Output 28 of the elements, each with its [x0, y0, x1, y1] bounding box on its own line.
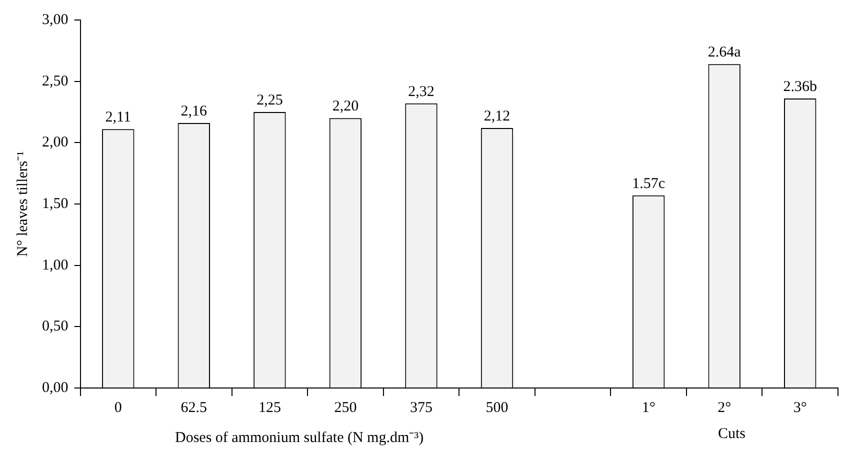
- x-tick-label: 125: [258, 400, 281, 416]
- data-label: 2,32: [408, 84, 434, 100]
- data-label: 2,11: [105, 110, 131, 126]
- data-label: 2,20: [332, 98, 359, 115]
- y-tick-label: 2,50: [42, 73, 68, 90]
- x-axis-title: Doses of ammonium sulfate (N mg.dm⁻³): [175, 429, 424, 447]
- y-tick-label: 3,00: [42, 12, 68, 28]
- data-label: 1.57c: [632, 176, 666, 192]
- data-label: 2,12: [484, 108, 510, 124]
- x-tick-label: 0: [114, 400, 122, 416]
- y-tick-label: 0,50: [42, 318, 68, 335]
- data-label: 2.36b: [783, 78, 817, 95]
- y-tick-label: 2,00: [42, 134, 68, 151]
- data-label: 2,16: [180, 103, 208, 120]
- x-tick-label: 375: [410, 400, 432, 416]
- x-tick-label: 2°: [718, 400, 732, 416]
- y-tick-label: 0,00: [42, 380, 68, 396]
- x-tick-label: 62.5: [180, 400, 208, 416]
- x-tick-label: 500: [486, 400, 508, 416]
- x-tick-label: 3°: [793, 400, 807, 416]
- data-label: 2,25: [256, 92, 283, 108]
- x-tick-label: 250: [334, 400, 357, 416]
- text: Cuts: [718, 426, 746, 443]
- data-label: 2.64a: [708, 44, 742, 61]
- x-tick-label: 1°: [642, 400, 656, 416]
- y-tick-label: 1,00: [42, 257, 68, 274]
- y-axis-title: N° leaves tillers⁻¹: [14, 151, 31, 257]
- y-tick-label: 1,50: [42, 196, 68, 212]
